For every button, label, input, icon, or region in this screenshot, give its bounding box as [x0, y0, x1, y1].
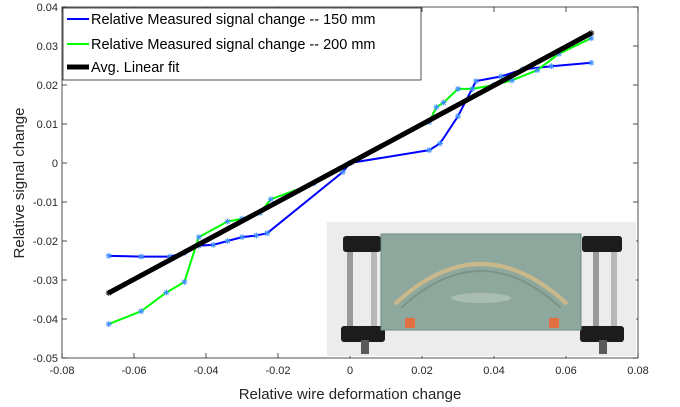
series-150mm-point [210, 241, 217, 248]
y-tick-label: 0 [52, 158, 58, 170]
wire-arc [393, 262, 569, 306]
series-150mm-point [264, 230, 271, 237]
engraving [451, 293, 511, 303]
series-150mm-point [138, 253, 145, 260]
x-tick-label: -0.02 [265, 365, 290, 377]
series-layer [105, 30, 595, 328]
series-linear-fit-line [107, 30, 593, 296]
x-tick-label: 0 [347, 365, 353, 377]
y-tick-label: -0.02 [33, 236, 58, 248]
right-pad [549, 318, 559, 328]
x-tick-label: 0.08 [627, 365, 648, 377]
legend-label-linear-fit: Avg. Linear fit [91, 60, 179, 76]
x-tick-label: 0.04 [483, 365, 504, 377]
x-tick-label: 0.02 [411, 365, 432, 377]
series-150mm-point [167, 253, 173, 260]
series-150mm-point [253, 232, 260, 239]
series-150mm-point [105, 252, 112, 259]
series-200mm-point [163, 289, 170, 296]
series-150mm-point [339, 168, 346, 175]
y-axis-label: Relative signal change [11, 108, 28, 259]
series-200mm-point [469, 85, 476, 92]
series-200mm-point [534, 67, 541, 74]
series-200mm-point [588, 35, 595, 42]
series-200mm-point [267, 196, 274, 203]
legend-label-200mm: Relative Measured signal change -- 200 m… [91, 37, 376, 53]
x-axis-ticks: -0.08 -0.06 -0.04 -0.02 0 0.02 0.04 0.06 0.08 [49, 7, 649, 377]
x-axis-label: Relative wire deformation change [239, 386, 462, 403]
x-tick-label: -0.04 [193, 365, 218, 377]
series-200mm-point [440, 99, 447, 106]
x-tick-label: -0.06 [121, 365, 146, 377]
series-200mm-point [181, 278, 188, 285]
y-tick-label: -0.01 [33, 197, 58, 209]
series-150mm-point [473, 78, 479, 85]
legend-label-150mm: Relative Measured signal change -- 150 m… [91, 12, 376, 28]
series-200mm-point [105, 321, 112, 328]
left-clamp-icon [341, 236, 385, 354]
y-tick-label: 0.03 [37, 41, 58, 53]
y-tick-label: -0.04 [33, 314, 58, 326]
series-200mm-point [509, 77, 515, 84]
x-tick-label: 0.06 [555, 365, 576, 377]
fixture-block [380, 233, 582, 331]
series-200mm-point [195, 234, 202, 241]
x-tick-label: -0.08 [49, 365, 74, 377]
y-tick-label: -0.05 [33, 353, 58, 365]
series-150mm-point [224, 238, 231, 244]
legend-box [62, 7, 422, 81]
series-200mm-point [224, 218, 231, 225]
wire-arc-inner [400, 270, 562, 309]
y-axis-ticks: -0.05 -0.04 -0.03 -0.02 -0.01 0 0.01 0.02 0.03 0.… [33, 2, 638, 365]
series-150mm-point [437, 140, 443, 147]
left-pad [405, 318, 415, 328]
series-150mm-point [239, 234, 245, 241]
series-200mm-point [138, 308, 145, 315]
series-linear-fit-point [588, 30, 595, 37]
y-tick-label: 0.01 [37, 119, 58, 131]
legend: Relative Measured signal change -- 150 m… [62, 7, 422, 81]
series-200mm-point [455, 85, 461, 92]
series-linear-fit [105, 30, 595, 296]
series-150mm-point [588, 59, 595, 66]
series-150mm-point [455, 113, 461, 120]
series-150mm-point [498, 73, 505, 80]
series-150mm-point [426, 147, 433, 154]
series-200mm-point [555, 50, 562, 57]
y-tick-label: -0.03 [33, 275, 58, 287]
y-tick-label: 0.02 [37, 80, 58, 92]
inset-photo [327, 222, 636, 356]
series-200mm-point [433, 104, 440, 111]
plot-area: -0.08 -0.06 -0.04 -0.02 0 0.02 0.04 0.06 0.08 -0… [33, 2, 649, 377]
series-linear-fit-point [105, 289, 112, 296]
series-150mm-point [548, 63, 555, 70]
y-tick-label: 0.04 [37, 2, 58, 14]
